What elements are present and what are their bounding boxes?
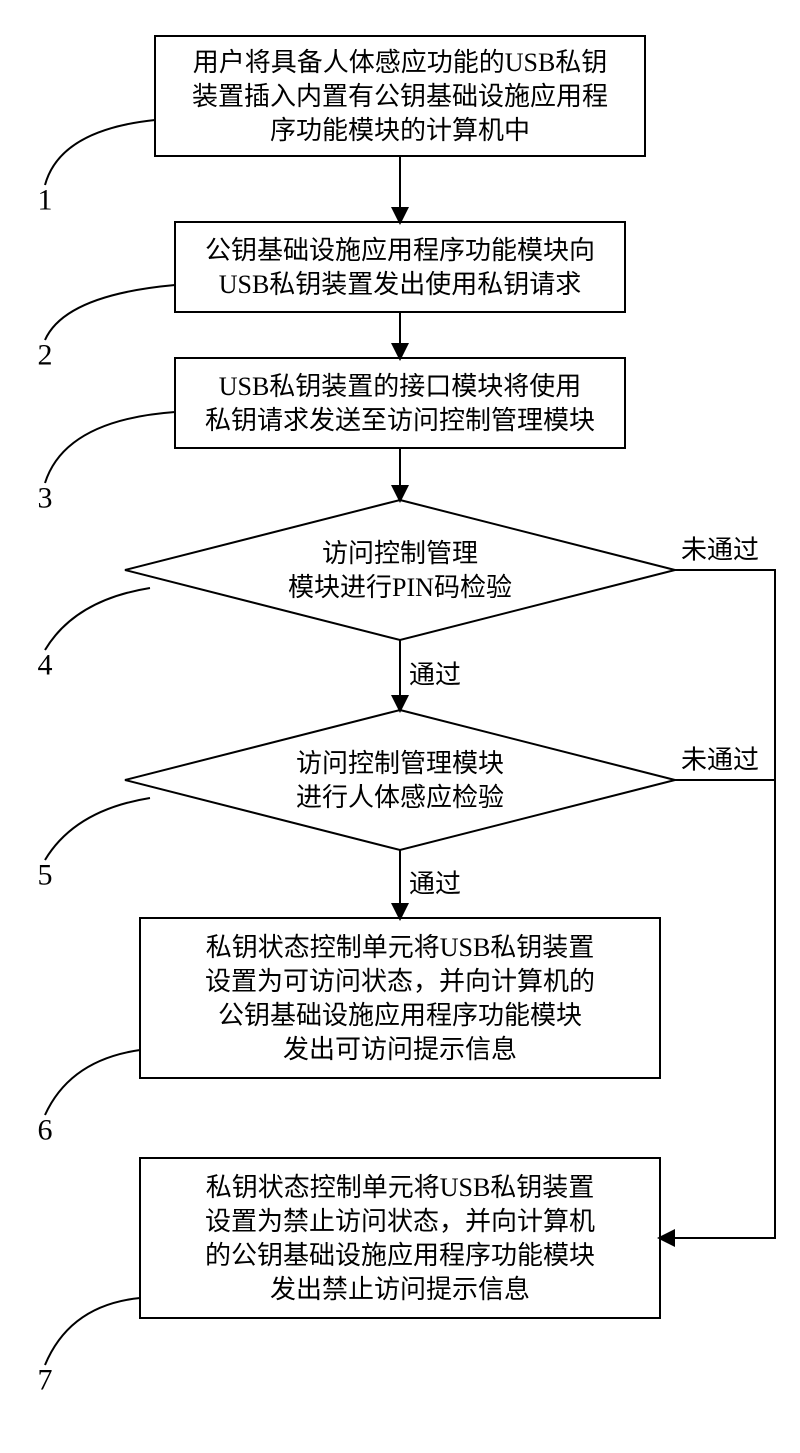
flow-edge-e6: 未通过 <box>660 536 775 1239</box>
edge-label: 通过 <box>409 870 461 899</box>
node-label: 访问控制管理模块进行人体感应检验 <box>296 749 504 812</box>
callout-number: 3 <box>38 482 53 515</box>
flow-node-n3: USB私钥装置的接口模块将使用私钥请求发送至访问控制管理模块 <box>175 358 625 448</box>
flow-node-n7: 私钥状态控制单元将USB私钥装置设置为禁止访问状态，并向计算机的公钥基础设施应用… <box>140 1158 660 1318</box>
flow-edge-e5: 通过 <box>400 850 461 918</box>
callout-curve <box>45 1050 140 1115</box>
decision-box <box>125 710 675 850</box>
callout-number: 4 <box>38 649 53 682</box>
node-label: USB私钥装置的接口模块将使用私钥请求发送至访问控制管理模块 <box>205 372 595 435</box>
callout-c1: 1 <box>38 120 156 217</box>
callout-number: 6 <box>38 1114 53 1147</box>
callout-curve <box>45 120 155 185</box>
decision-box <box>125 500 675 640</box>
flow-node-n5: 访问控制管理模块进行人体感应检验 <box>125 710 675 850</box>
callout-number: 7 <box>38 1364 53 1397</box>
callout-c4: 4 <box>38 588 151 682</box>
node-label: 私钥状态控制单元将USB私钥装置设置为禁止访问状态，并向计算机的公钥基础设施应用… <box>205 1173 595 1304</box>
callout-number: 5 <box>38 859 53 892</box>
callout-c5: 5 <box>38 798 151 892</box>
flow-edge-e7: 未通过 <box>675 746 775 781</box>
callout-curve <box>45 588 150 650</box>
callout-curve <box>45 412 175 483</box>
callout-curve <box>45 1298 140 1365</box>
node-label: 公钥基础设施应用程序功能模块向USB私钥装置发出使用私钥请求 <box>205 236 595 299</box>
flow-edge-e4: 通过 <box>400 640 461 710</box>
edge-label: 未通过 <box>681 536 759 565</box>
flow-node-n1: 用户将具备人体感应功能的USB私钥装置插入内置有公钥基础设施应用程序功能模块的计… <box>155 36 645 156</box>
node-label: 私钥状态控制单元将USB私钥装置设置为可访问状态，并向计算机的公钥基础设施应用程… <box>205 933 595 1064</box>
flow-node-n4: 访问控制管理模块进行PIN码检验 <box>125 500 675 640</box>
callout-curve <box>45 285 175 340</box>
flow-node-n6: 私钥状态控制单元将USB私钥装置设置为可访问状态，并向计算机的公钥基础设施应用程… <box>140 918 660 1078</box>
callout-c7: 7 <box>38 1298 141 1397</box>
edge-label: 未通过 <box>681 746 759 775</box>
callout-c6: 6 <box>38 1050 141 1147</box>
callout-number: 1 <box>38 184 53 217</box>
node-label: 访问控制管理模块进行PIN码检验 <box>288 539 512 602</box>
callout-curve <box>45 798 150 860</box>
callout-c2: 2 <box>38 285 176 372</box>
edge-line <box>660 570 775 1238</box>
callout-number: 2 <box>38 339 53 372</box>
edge-label: 通过 <box>409 661 461 690</box>
node-label: 用户将具备人体感应功能的USB私钥装置插入内置有公钥基础设施应用程序功能模块的计… <box>192 48 608 145</box>
callout-c3: 3 <box>38 412 176 515</box>
flow-node-n2: 公钥基础设施应用程序功能模块向USB私钥装置发出使用私钥请求 <box>175 222 625 312</box>
